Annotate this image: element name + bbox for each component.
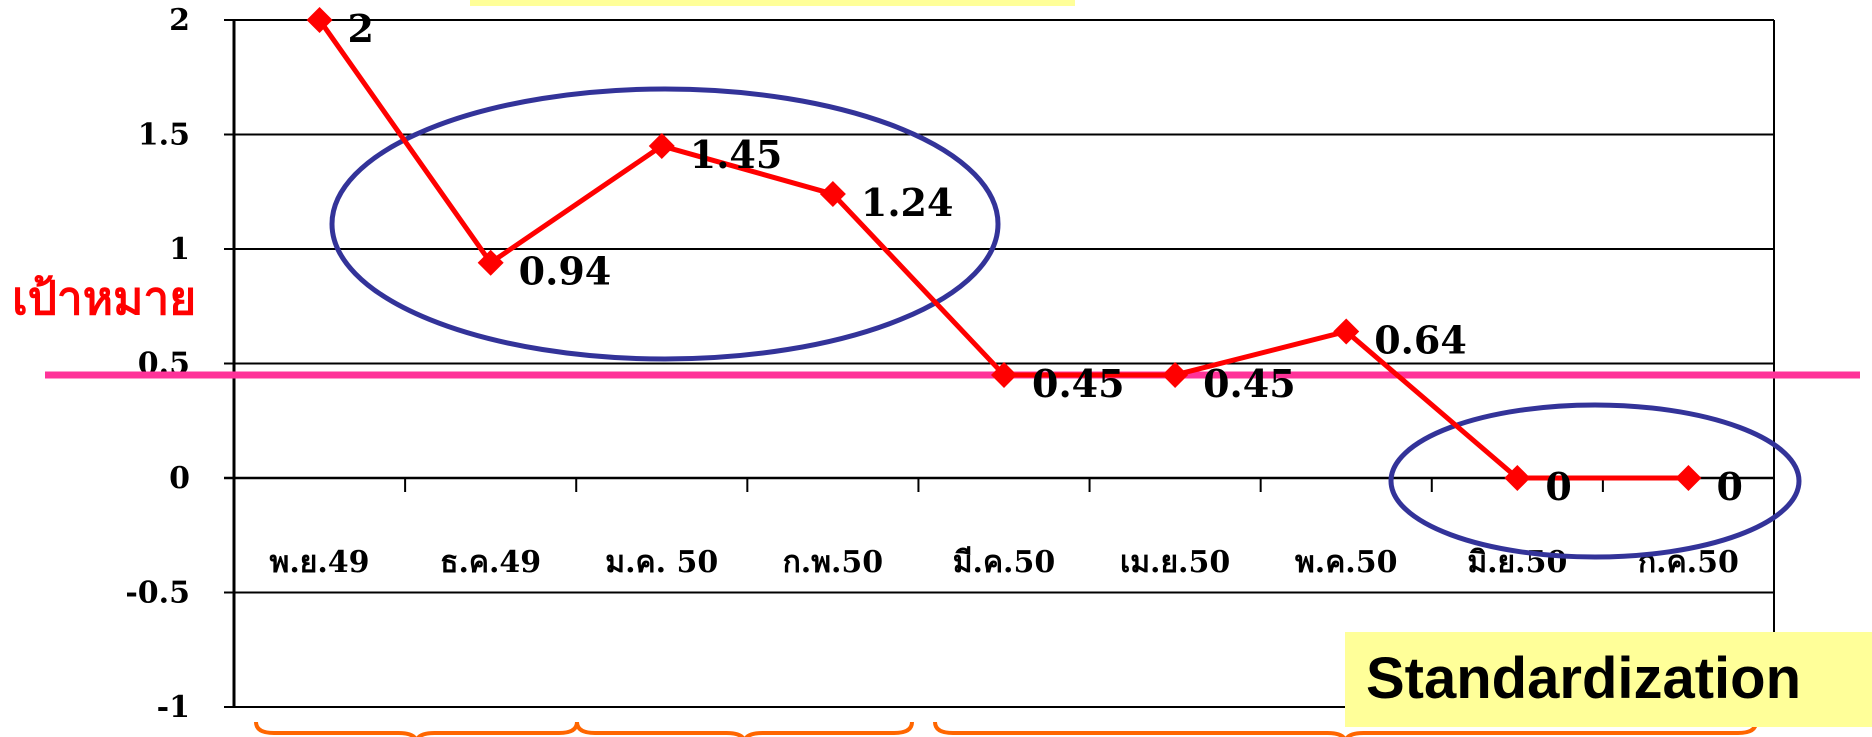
y-tick-label: 2	[169, 3, 190, 38]
data-label: 0.45	[1032, 361, 1125, 406]
y-tick-label: 0	[169, 461, 190, 496]
x-tick-label: พ.ค.50	[1295, 545, 1397, 580]
highlight-ellipse-early	[329, 86, 1001, 362]
x-tick-label: พ.ย.49	[270, 545, 370, 580]
data-label: 1.45	[690, 132, 783, 177]
data-point-marker	[1675, 465, 1702, 491]
y-tick-label: -1	[157, 690, 190, 725]
brace-period-1	[254, 721, 579, 737]
brace-period-3	[933, 721, 1758, 737]
x-tick-label: ม.ค. 50	[605, 545, 718, 580]
data-label: 2	[348, 6, 374, 51]
y-tick-label: -0.5	[125, 576, 190, 611]
x-tick-label: เม.ย.50	[1120, 545, 1230, 580]
gridlines	[224, 19, 1774, 708]
data-label: 0.94	[519, 249, 612, 294]
series-markers	[306, 7, 1702, 491]
data-point-marker	[1162, 361, 1189, 388]
x-tick-label: ก.พ.50	[783, 545, 884, 580]
y-tick-labels: 21.510.50-0.5-1	[125, 3, 190, 725]
title-highlight-strip	[470, 0, 1075, 6]
data-label: 0.45	[1203, 361, 1296, 406]
data-label: 0	[1716, 464, 1742, 509]
data-point-marker	[648, 132, 675, 159]
y-tick-label: 1.5	[138, 118, 190, 153]
x-tick-labels: พ.ย.49 ธ.ค.49 ม.ค. 50 ก.พ.50 มี.ค.50 เม.ย.50 พ…	[270, 545, 1739, 580]
period-braces	[254, 721, 1758, 737]
standardization-box	[1345, 632, 1872, 727]
axes	[232, 20, 1775, 707]
data-label: 0	[1545, 464, 1571, 509]
y-tick-label: 1	[169, 232, 190, 267]
brace-period-2	[575, 721, 914, 737]
data-point-marker	[306, 7, 333, 33]
data-labels: 2 0.94 1.45 1.24 0.45 0.45 0.64 0 0	[348, 6, 1743, 509]
data-point-marker	[819, 181, 846, 208]
data-point-marker	[991, 361, 1017, 388]
x-tick-label: มี.ค.50	[953, 545, 1055, 580]
data-point-marker	[1504, 465, 1531, 491]
data-point-marker	[477, 249, 504, 276]
data-label: 1.24	[861, 180, 954, 225]
standardization-label: Standardization	[1366, 646, 1801, 711]
x-tick-label: ธ.ค.49	[440, 545, 541, 580]
data-label: 0.64	[1374, 317, 1467, 362]
data-point-marker	[1333, 318, 1360, 345]
highlight-ellipse-late	[1388, 402, 1802, 560]
target-label: เป้าหมาย	[12, 271, 196, 325]
